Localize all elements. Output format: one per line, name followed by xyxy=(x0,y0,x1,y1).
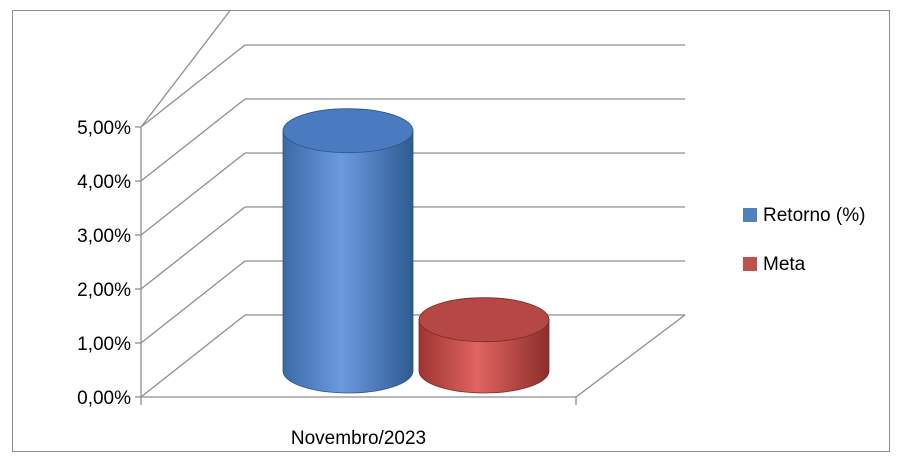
gridline-diagonal xyxy=(140,98,246,182)
bar-meta xyxy=(418,297,550,394)
chart-svg: 0,00% 1,00% 2,00% 3,00% 4,00% 5,00% Novembro/… xyxy=(77,11,865,449)
legend-label: Meta xyxy=(763,254,806,275)
gridline-diagonal xyxy=(140,260,246,344)
floor-edge-left xyxy=(140,314,246,398)
gridline-diagonal xyxy=(140,206,246,290)
bar-top xyxy=(282,108,414,154)
gridline-diagonal xyxy=(140,44,246,128)
legend: Retorno (%) Meta xyxy=(743,205,865,275)
y-tick-label: 0,00% xyxy=(77,388,131,409)
chart-frame: 0,00% 1,00% 2,00% 3,00% 4,00% 5,00% Novembro/… xyxy=(12,10,890,452)
category-labels: Novembro/2023 xyxy=(291,428,426,449)
legend-label: Retorno (%) xyxy=(763,205,865,226)
bar-retorno xyxy=(282,108,414,394)
gridline-diagonal xyxy=(140,11,231,128)
legend-swatch xyxy=(743,257,757,271)
legend-swatch xyxy=(743,208,757,222)
gridline-diagonal xyxy=(140,152,246,236)
bars xyxy=(282,108,550,394)
bar-body xyxy=(282,130,414,394)
y-tick-label: 3,00% xyxy=(77,226,131,247)
bar-top xyxy=(418,297,550,343)
y-tick-label: 4,00% xyxy=(77,172,131,193)
y-tick-label: 1,00% xyxy=(77,334,131,355)
category-label: Novembro/2023 xyxy=(291,428,426,449)
y-tick-label: 5,00% xyxy=(77,118,131,139)
y-tick-label: 2,00% xyxy=(77,280,131,301)
floor-edge-right xyxy=(575,314,686,398)
y-axis-ticks: 0,00% 1,00% 2,00% 3,00% 4,00% 5,00% xyxy=(77,118,141,409)
